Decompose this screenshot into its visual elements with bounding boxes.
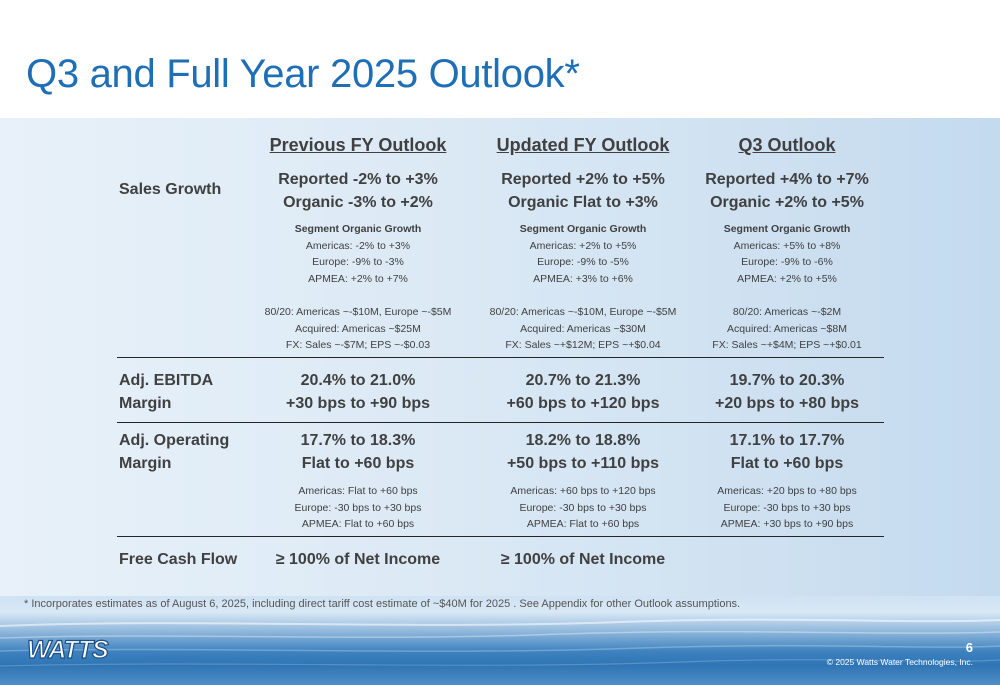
segment-growth-updated: Segment Organic Growth Americas: +2% to … [463,221,703,287]
sales-organic-updated: Organic Flat to +3% [508,194,658,211]
wave-lines [0,618,1000,667]
fcf-updated: ≥ 100% of Net Income [500,551,666,568]
segment-line: Europe: -30 bps to +30 bps [723,501,851,514]
footnote: * Incorporates estimates as of August 6,… [24,598,741,610]
operating-bps: +50 bps to +110 bps [506,455,660,472]
detail-line: 80/20: Americas ~-$10M, Europe ~-$5M [489,306,677,318]
row-label-free-cash-flow: Free Cash Flow [119,551,238,568]
sales-details-updated: 80/20: Americas ~-$10M, Europe ~-$5M Acq… [463,304,703,354]
ebitda-bps: +30 bps to +90 bps [285,395,431,412]
detail-line: Acquired: Americas ~$25M [295,322,421,335]
logo-wordmark: WATTS [27,636,109,662]
segment-line: Europe: -9% to -3% [312,256,404,268]
sales-reported-updated: Reported +2% to +5% [501,171,665,188]
operating-bps: Flat to +60 bps [730,455,844,472]
detail-line: 80/20: Americas ~-$10M, Europe ~-$5M [264,306,452,318]
row-label-adj-ebitda: Adj. EBITDA Margin [119,369,213,415]
segment-line: Europe: -9% to -5% [537,256,629,268]
row-label-line: Adj. Operating [119,432,230,449]
segment-line: APMEA: Flat to +60 bps [526,518,640,530]
segment-line: Americas: +20 bps to +80 bps [717,485,857,497]
ebitda-previous: 20.4% to 21.0% +30 bps to +90 bps [238,369,478,415]
watts-logo: WATTS [27,636,111,662]
row-divider [117,357,884,358]
segment-line: Americas: +2% to +5% [529,239,637,252]
ebitda-q3: 19.7% to 20.3% +20 bps to +80 bps [667,369,907,415]
row-divider [117,536,884,537]
ebitda-bps: +20 bps to +80 bps [714,395,860,412]
segment-line: Europe: -30 bps to +30 bps [294,501,422,514]
sales-organic-q3: Organic +2% to +5% [710,194,864,211]
operating-range: 18.2% to 18.8% [525,432,641,449]
segment-heading: Segment Organic Growth [294,223,422,235]
segment-line: APMEA: +2% to +5% [737,272,837,285]
copyright: © 2025 Watts Water Technologies, Inc. [826,657,973,667]
row-label-line: Adj. EBITDA [119,372,214,389]
column-header-q3: Q3 Outlook [738,135,836,155]
segment-growth-q3: Segment Organic Growth Americas: +5% to … [667,221,907,287]
row-label-line: Margin [119,395,172,412]
segment-line: Americas: Flat to +60 bps [298,485,418,497]
ebitda-range: 20.7% to 21.3% [525,372,641,389]
segment-line: APMEA: Flat to +60 bps [301,518,415,530]
ebitda-range: 20.4% to 21.0% [300,372,416,389]
segment-line: Americas: +5% to +8% [733,239,841,252]
row-label-sales-growth: Sales Growth [119,181,222,198]
sales-organic-previous: Organic -3% to +2% [283,194,433,211]
segment-heading: Segment Organic Growth [723,223,851,235]
segment-line: APMEA: +2% to +7% [308,272,408,285]
sales-details-q3: 80/20: Americas ~-$2M Acquired: Americas… [667,304,907,354]
sales-details-previous: 80/20: Americas ~-$10M, Europe ~-$5M Acq… [238,304,478,354]
operating-range: 17.7% to 18.3% [300,432,416,449]
segment-line: Europe: -30 bps to +30 bps [519,501,647,514]
ebitda-updated: 20.7% to 21.3% +60 bps to +120 bps [463,369,703,415]
operating-segments-previous: Americas: Flat to +60 bps Europe: -30 bp… [238,483,478,533]
sales-reported-previous: Reported -2% to +3% [278,171,438,188]
ebitda-range: 19.7% to 20.3% [729,372,845,389]
column-header-previous: Previous FY Outlook [269,135,447,155]
row-label-line: Margin [119,455,172,472]
detail-line: Acquired: Americas ~$8M [727,322,847,335]
operating-updated: 18.2% to 18.8% +50 bps to +110 bps [463,429,703,475]
row-divider [117,422,884,423]
segment-growth-previous: Segment Organic Growth Americas: -2% to … [238,221,478,287]
operating-previous: 17.7% to 18.3% Flat to +60 bps [238,429,478,475]
operating-bps: Flat to +60 bps [301,455,415,472]
detail-line: FX: Sales ~-$7M; EPS ~-$0.03 [285,339,431,351]
fcf-previous: ≥ 100% of Net Income [275,551,441,568]
column-header-updated: Updated FY Outlook [496,135,670,155]
page-number: 6 [965,640,973,655]
row-label-adj-operating: Adj. Operating Margin [119,429,229,475]
operating-segments-q3: Americas: +20 bps to +80 bps Europe: -30… [667,483,907,533]
segment-heading: Segment Organic Growth [519,223,647,235]
operating-q3: 17.1% to 17.7% Flat to +60 bps [667,429,907,475]
segment-line: Americas: -2% to +3% [305,239,411,252]
slide-title: Q3 and Full Year 2025 Outlook* [26,52,580,96]
ebitda-bps: +60 bps to +120 bps [506,395,660,412]
segment-line: Europe: -9% to -6% [741,256,833,268]
segment-line: APMEA: +30 bps to +90 bps [720,518,854,530]
footer-water-waves [0,596,1000,685]
detail-line: 80/20: Americas ~-$2M [732,306,842,318]
operating-segments-updated: Americas: +60 bps to +120 bps Europe: -3… [463,483,703,533]
segment-line: Americas: +60 bps to +120 bps [510,485,656,497]
detail-line: Acquired: Americas ~$30M [520,322,646,335]
operating-range: 17.1% to 17.7% [729,432,845,449]
segment-line: APMEA: +3% to +6% [533,272,633,285]
detail-line: FX: Sales ~+$4M; EPS ~+$0.01 [712,339,862,351]
detail-line: FX: Sales ~+$12M; EPS ~+$0.04 [505,339,661,351]
sales-reported-q3: Reported +4% to +7% [705,171,869,188]
